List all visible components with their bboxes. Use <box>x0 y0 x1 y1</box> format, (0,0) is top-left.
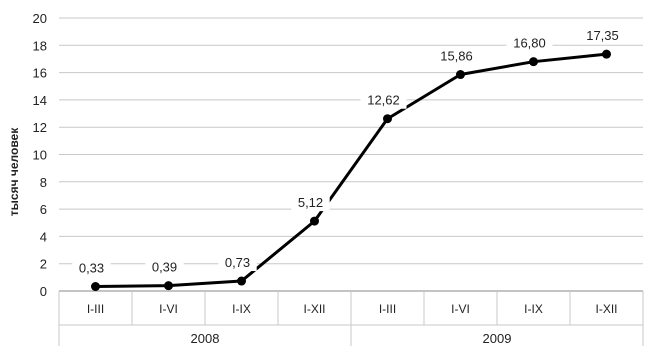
data-label: 16,80 <box>513 36 546 51</box>
data-label-bg <box>218 254 257 272</box>
data-point <box>383 114 392 124</box>
y-tick-label: 8 <box>40 175 47 190</box>
y-tick-label: 10 <box>33 148 47 163</box>
data-label-bg <box>579 27 626 45</box>
y-tick-label: 16 <box>33 66 47 81</box>
y-tick-label: 0 <box>40 284 47 299</box>
data-label-bg <box>506 34 553 52</box>
data-label: 5,12 <box>298 195 323 210</box>
data-label: 0,73 <box>225 255 250 270</box>
gridlines <box>59 17 643 265</box>
y-tick-label: 20 <box>33 11 47 26</box>
data-label: 0,39 <box>152 260 177 275</box>
data-label: 15,86 <box>440 49 473 64</box>
data-label: 0,33 <box>79 260 104 275</box>
axes: 0 2 4 6 8 10 12 14 16 18 20 I-III I-VI I-IX I-XII I-III… <box>33 11 644 346</box>
data-point <box>529 57 538 67</box>
y-tick-label: 6 <box>40 202 47 217</box>
group-label: 2008 <box>191 331 220 346</box>
x-tick-label: I-VI <box>159 302 178 316</box>
data-point <box>456 70 465 80</box>
data-point <box>91 281 100 291</box>
y-tick-label: 4 <box>40 229 47 244</box>
data-label-bg <box>72 259 111 277</box>
series-line-layer <box>91 49 611 291</box>
data-point <box>237 276 246 286</box>
x-tick-label: I-XII <box>303 302 325 316</box>
y-tick-label: 18 <box>33 38 47 53</box>
series-line <box>95 52 607 288</box>
data-label: 12,62 <box>367 93 400 108</box>
data-label: 17,35 <box>586 28 619 43</box>
x-tick-label: I-VI <box>451 302 470 316</box>
data-label-bg <box>145 258 184 276</box>
data-point <box>164 281 173 291</box>
data-label-bg <box>433 47 480 65</box>
data-label-bg <box>360 91 407 109</box>
data-point <box>310 216 319 226</box>
y-axis-label: тысяч человек <box>7 127 21 216</box>
data-label-bg <box>291 194 330 212</box>
x-tick-label: I-XII <box>595 302 617 316</box>
x-tick-label: I-IX <box>232 302 251 316</box>
group-label: 2009 <box>483 331 512 346</box>
y-tick-label: 12 <box>33 120 47 135</box>
y-tick-label: 2 <box>40 257 47 272</box>
data-labels: 0,33 0,39 0,73 5,12 12,62 15,86 16,80 17,35 <box>72 27 626 277</box>
data-point <box>602 49 611 59</box>
y-tick-label: 14 <box>33 93 47 108</box>
x-tick-label: I-III <box>379 302 396 316</box>
x-tick-label: I-III <box>87 302 104 316</box>
x-tick-label: I-IX <box>524 302 543 316</box>
